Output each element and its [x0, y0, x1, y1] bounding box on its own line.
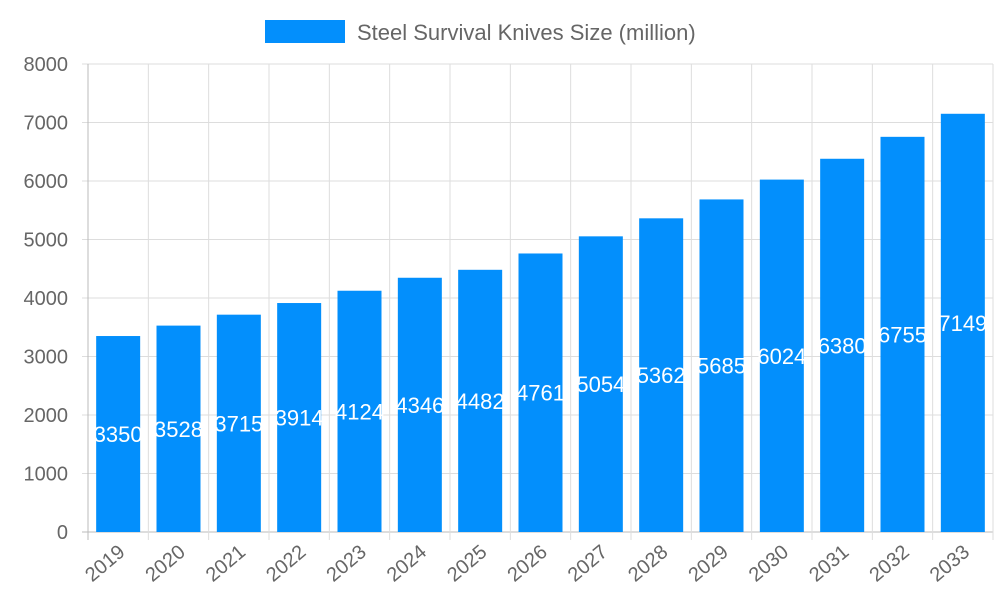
bar [156, 325, 201, 532]
data-label: 5054 [576, 372, 625, 397]
x-tick-label: 2028 [624, 541, 672, 586]
data-label: 4482 [456, 389, 505, 414]
bar [699, 199, 744, 533]
data-label: 3350 [94, 422, 143, 447]
y-tick-label: 8000 [24, 54, 69, 76]
x-tick-label: 2021 [202, 541, 250, 586]
bar [940, 113, 985, 532]
y-tick-label: 5000 [24, 230, 69, 252]
data-label: 4346 [395, 393, 444, 418]
bar [820, 158, 865, 532]
bar [880, 136, 925, 532]
bar [397, 277, 442, 532]
x-tick-label: 2022 [262, 541, 310, 586]
bar [96, 336, 141, 532]
data-label: 7149 [938, 311, 987, 336]
data-label: 3715 [214, 411, 263, 436]
bar [458, 269, 503, 532]
y-tick-label: 0 [57, 522, 68, 544]
x-tick-label: 2027 [564, 541, 612, 586]
x-tick-label: 2033 [926, 541, 974, 586]
bar [337, 290, 382, 532]
data-label: 4124 [335, 399, 384, 424]
x-tick-label: 2024 [383, 541, 431, 586]
y-tick-label: 4000 [24, 288, 69, 310]
x-tick-label: 2030 [745, 541, 793, 586]
bar [518, 253, 563, 532]
y-tick-label: 2000 [24, 405, 69, 427]
bar [277, 303, 322, 532]
data-label: 6024 [757, 344, 806, 369]
bar [578, 236, 623, 532]
bar [639, 218, 684, 532]
bar [759, 179, 804, 532]
x-tick-label: 2023 [322, 541, 370, 586]
y-tick-label: 3000 [24, 347, 69, 369]
data-label: 6755 [878, 322, 927, 347]
x-tick-label: 2025 [443, 541, 491, 586]
x-tick-label: 2019 [81, 541, 129, 586]
data-label: 6380 [818, 333, 867, 358]
y-tick-label: 7000 [24, 113, 69, 135]
data-label: 3528 [154, 417, 203, 442]
data-label: 5362 [637, 363, 686, 388]
legend-swatch[interactable] [265, 20, 345, 43]
x-tick-label: 2029 [684, 541, 732, 586]
x-tick-label: 2032 [865, 541, 913, 586]
data-label: 4761 [516, 381, 565, 406]
x-tick-label: 2031 [805, 541, 853, 586]
x-tick-label: 2026 [503, 541, 551, 586]
data-label: 5685 [697, 354, 746, 379]
data-label: 3914 [275, 406, 324, 431]
x-tick-label: 2020 [141, 541, 189, 586]
y-tick-label: 6000 [24, 171, 69, 193]
legend-label[interactable]: Steel Survival Knives Size (million) [357, 20, 696, 45]
y-tick-label: 1000 [24, 464, 69, 486]
bar [216, 314, 261, 532]
